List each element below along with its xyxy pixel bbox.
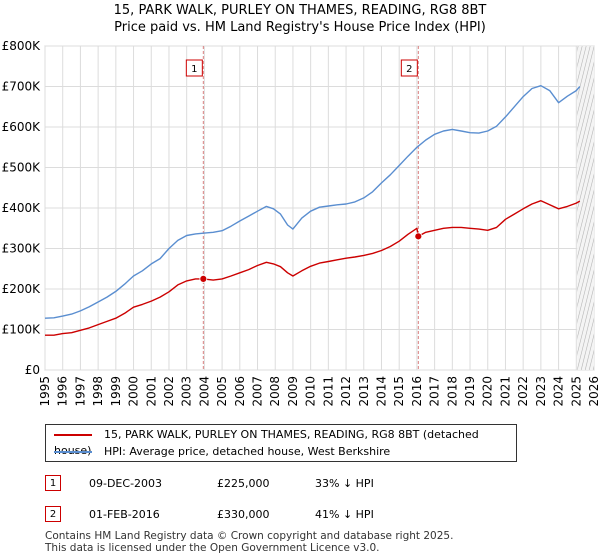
hatch-stroke [577,253,594,324]
sale-badge-label: 2 [406,64,412,75]
x-tick-label: 2026 [587,376,600,407]
y-tick-label: £500K [2,161,42,175]
x-tick-label: 2009 [286,376,300,407]
hatch-stroke [577,285,594,356]
y-tick-label: £700K [2,80,42,94]
x-tick-label: 2019 [463,376,477,407]
hatch-stroke [577,269,594,340]
x-tick-label: 2020 [481,376,495,407]
y-tick-label: £600K [2,120,42,134]
footer-line-2: This data is licensed under the Open Gov… [45,542,380,554]
hatch-stroke [577,301,594,370]
y-tick-label: £400K [2,201,42,215]
y-tick-label: £800K [2,39,42,53]
x-tick-label: 2025 [569,376,583,407]
legend-label-hpi: HPI: Average price, detached house, West… [104,445,391,458]
legend-item-hpi: HPI: Average price, detached house, West… [54,444,390,460]
hatch-stroke [577,189,594,260]
transaction-price: £330,000 [217,508,270,521]
x-tick-label: 2013 [357,376,371,407]
hatch-stroke [577,77,594,148]
x-tick-label: 2011 [321,376,335,407]
transaction-hpi-diff: 33% ↓ HPI [315,477,374,490]
x-tick-label: 2003 [180,376,194,407]
x-tick-label: 2001 [144,376,158,407]
x-tick-label: 2017 [428,376,442,407]
hatch-stroke [577,93,594,164]
series-line-property [45,200,581,336]
x-tick-label: 2021 [498,376,512,407]
y-tick-label: £0 [25,363,40,377]
hatch-stroke [577,205,594,276]
legend-label-property: 15, PARK WALK, PURLEY ON THAMES, READING… [54,428,479,457]
y-axis: £0 £100K £200K £300K £400K £500K £600K £700K £80… [2,39,42,377]
legend-swatch-hpi [54,451,92,453]
x-tick-label: 2012 [339,376,353,407]
sale-point [414,232,423,241]
x-tick-label: 2015 [392,376,406,407]
x-tick-label: 1998 [91,376,105,407]
sale-badge-label: 1 [191,64,197,75]
forecast-hatch [577,46,594,370]
title-line-2: Price paid vs. HM Land Registry's House … [114,20,486,35]
x-tick-label: 2010 [304,376,318,407]
transaction-hpi-diff: 41% ↓ HPI [315,508,374,521]
x-tick-label: 1995 [38,376,52,407]
x-tick-label: 2018 [445,376,459,407]
x-tick-label: 2022 [516,376,530,407]
x-tick-label: 2006 [233,376,247,407]
x-tick-label: 2023 [534,376,548,407]
hatch-stroke [577,157,594,228]
series-lines [44,85,581,336]
sale-points [199,232,423,283]
footer-line-1: Contains HM Land Registry data © Crown c… [45,530,454,542]
x-tick-label: 1999 [109,376,123,407]
transaction-date: 01-FEB-2016 [89,508,160,521]
sale-badge-box [400,59,418,77]
x-tick-label: 2016 [410,376,424,407]
x-tick-label: 2005 [215,376,229,407]
x-tick-label: 2000 [127,376,141,407]
hatch-stroke [577,46,594,116]
chart-title: 15, PARK WALK, PURLEY ON THAMES, READING… [0,2,600,36]
x-tick-label: 1996 [56,376,70,407]
legend-item-property: 15, PARK WALK, PURLEY ON THAMES, READING… [54,427,516,457]
transaction-row: 1 09-DEC-2003 £225,000 33% ↓ HPI [45,474,585,494]
y-tick-label: £100K [2,323,42,337]
y-tick-label: £200K [2,282,42,296]
sale-markers [202,46,419,370]
transaction-date: 09-DEC-2003 [89,477,163,490]
hatch-stroke [577,173,594,244]
legend-swatch-property [54,434,92,436]
sale-point [199,274,208,283]
transaction-price: £225,000 [217,477,270,490]
x-tick-label: 2008 [268,376,282,407]
x-axis: 1995 1996 1997 1998 1999 2000 2001 2002 2003 2004… [38,376,600,407]
transaction-badge: 2 [45,506,61,522]
footer: Contains HM Land Registry data © Crown c… [45,530,453,554]
hatch-stroke [577,61,594,132]
x-tick-label: 1997 [73,376,87,407]
x-tick-label: 2004 [197,376,211,407]
transaction-row: 2 01-FEB-2016 £330,000 41% ↓ HPI [45,505,585,525]
sale-badge-box [185,59,203,77]
hatch-stroke [577,141,594,212]
x-tick-label: 2007 [251,376,265,407]
grid-lines [44,45,595,371]
transaction-badge: 1 [45,475,61,491]
legend: 15, PARK WALK, PURLEY ON THAMES, READING… [45,424,517,462]
sale-badge: 1 [185,59,203,77]
x-tick-label: 2002 [162,376,176,407]
series-line-hpi [44,85,581,319]
x-tick-label: 2014 [374,376,388,407]
x-tick-label: 2024 [552,376,566,407]
title-line-1: 15, PARK WALK, PURLEY ON THAMES, READING… [113,3,487,18]
y-tick-label: £300K [2,242,42,256]
sale-badge: 2 [400,59,418,77]
